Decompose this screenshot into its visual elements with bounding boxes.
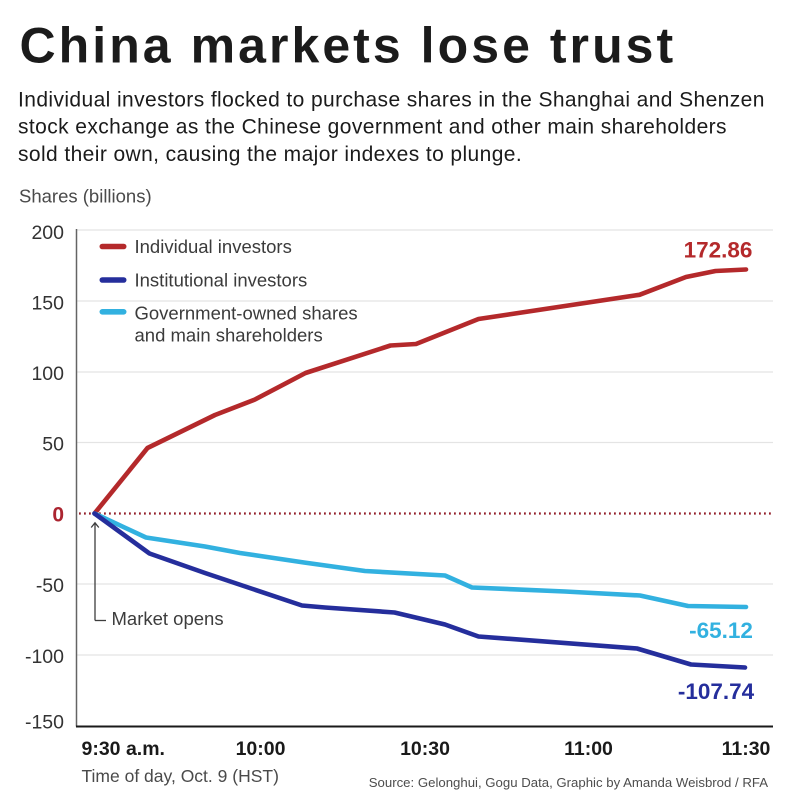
svg-text:0: 0 (52, 504, 64, 527)
svg-text:11:30: 11:30 (722, 738, 771, 760)
svg-text:200: 200 (31, 222, 64, 244)
svg-text:Institutional investors: Institutional investors (135, 270, 308, 291)
svg-text:Individual investors flocked t: Individual investors flocked to purchase… (18, 88, 765, 111)
svg-text:sold their own, causing the ma: sold their own, causing the major indexe… (18, 143, 522, 166)
svg-text:-150: -150 (25, 712, 64, 734)
svg-text:10:30: 10:30 (400, 738, 450, 760)
svg-text:150: 150 (31, 293, 64, 315)
svg-text:50: 50 (42, 434, 64, 456)
svg-text:Source: Gelonghui, Gogu Data,: Source: Gelonghui, Gogu Data, Graphic by… (369, 775, 768, 790)
svg-text:10:00: 10:00 (236, 738, 286, 760)
svg-text:and main shareholders: and main shareholders (135, 325, 323, 346)
svg-text:Shares (billions): Shares (billions) (19, 186, 152, 207)
svg-text:100: 100 (31, 363, 64, 385)
svg-text:Time of day, Oct. 9 (HST): Time of day, Oct. 9 (HST) (82, 766, 279, 786)
svg-text:Individual investors: Individual investors (135, 236, 292, 257)
svg-text:9:30 a.m.: 9:30 a.m. (82, 738, 165, 760)
svg-text:-107.74: -107.74 (678, 679, 755, 704)
svg-text:Market opens: Market opens (112, 608, 224, 629)
svg-text:172.86: 172.86 (684, 238, 753, 263)
svg-text:-65.12: -65.12 (689, 618, 753, 643)
svg-text:-100: -100 (25, 646, 64, 668)
svg-text:-50: -50 (36, 575, 64, 597)
svg-text:Government-owned shares: Government-owned shares (135, 303, 358, 324)
svg-text:11:00: 11:00 (564, 738, 613, 760)
svg-text:stock exchange as the Chinese: stock exchange as the Chinese government… (18, 116, 727, 139)
svg-text:China markets lose trust: China markets lose trust (20, 18, 677, 74)
